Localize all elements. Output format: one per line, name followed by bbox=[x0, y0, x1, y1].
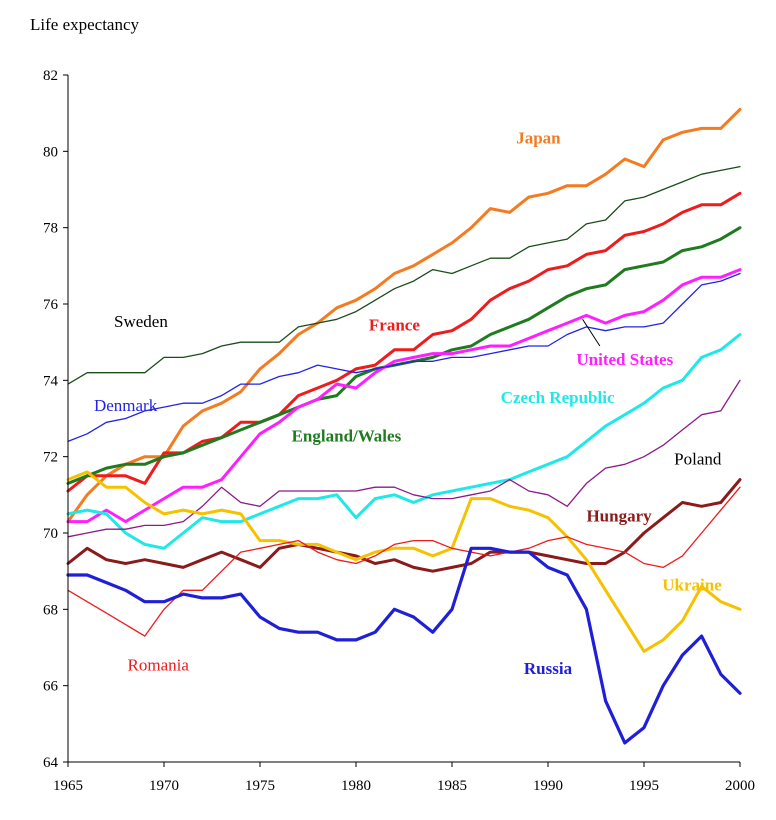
x-tick-label: 1975 bbox=[245, 778, 275, 794]
series-line-ukraine bbox=[66, 470, 742, 653]
y-tick-label: 76 bbox=[43, 297, 59, 313]
axes-layer: 64 66 68 70 72 74 76 78 80 82 1965 1970 1975 1980 1985… bbox=[43, 68, 755, 794]
series-label-czech-republic: Czech Republic bbox=[501, 388, 615, 407]
series-label-japan: Japan bbox=[516, 129, 561, 148]
series-line-poland bbox=[67, 379, 741, 538]
y-tick-label: 64 bbox=[43, 755, 59, 771]
label-layer: Japan Sweden France United States Denmark Cze… bbox=[94, 129, 722, 679]
x-tick-label: 1990 bbox=[533, 778, 563, 794]
y-tick-label: 80 bbox=[43, 144, 58, 160]
series-label-romania: Romania bbox=[128, 655, 190, 674]
series-line-hungary bbox=[66, 478, 742, 573]
series-line-united-states bbox=[66, 268, 742, 524]
x-tick-label: 1985 bbox=[437, 778, 467, 794]
series-line-romania bbox=[67, 486, 741, 637]
y-tick-label: 82 bbox=[43, 68, 58, 84]
series-layer bbox=[66, 107, 742, 745]
series-line-japan bbox=[66, 107, 742, 524]
series-label-sweden: Sweden bbox=[114, 312, 168, 331]
series-label-denmark: Denmark bbox=[94, 396, 158, 415]
x-tick-label: 1980 bbox=[341, 778, 371, 794]
series-line-sweden bbox=[67, 165, 741, 385]
series-line-czech-republic bbox=[66, 333, 742, 550]
y-tick-label: 66 bbox=[43, 679, 59, 695]
x-tick-label: 1970 bbox=[149, 778, 179, 794]
leader-line-united-states bbox=[582, 318, 601, 347]
series-label-hungary: Hungary bbox=[586, 507, 652, 526]
series-label-united-states: United States bbox=[576, 350, 673, 369]
x-tick-label: 1995 bbox=[629, 778, 659, 794]
series-label-poland: Poland bbox=[674, 449, 722, 468]
series-label-france: France bbox=[369, 316, 420, 335]
y-tick-label: 74 bbox=[43, 373, 59, 389]
series-label-england-wales: England/Wales bbox=[292, 426, 402, 445]
series-label-ukraine: Ukraine bbox=[662, 575, 722, 594]
series-line-denmark bbox=[67, 272, 741, 443]
y-axis-title: Life expectancy bbox=[30, 15, 140, 34]
y-tick-label: 78 bbox=[43, 221, 58, 237]
series-label-russia: Russia bbox=[524, 659, 573, 678]
y-tick-label: 68 bbox=[43, 602, 58, 618]
y-tick-label: 72 bbox=[43, 450, 58, 466]
x-tick-label: 1965 bbox=[53, 778, 83, 794]
x-tick-label: 2000 bbox=[725, 778, 755, 794]
y-tick-label: 70 bbox=[43, 526, 58, 542]
series-line-russia bbox=[66, 546, 742, 745]
